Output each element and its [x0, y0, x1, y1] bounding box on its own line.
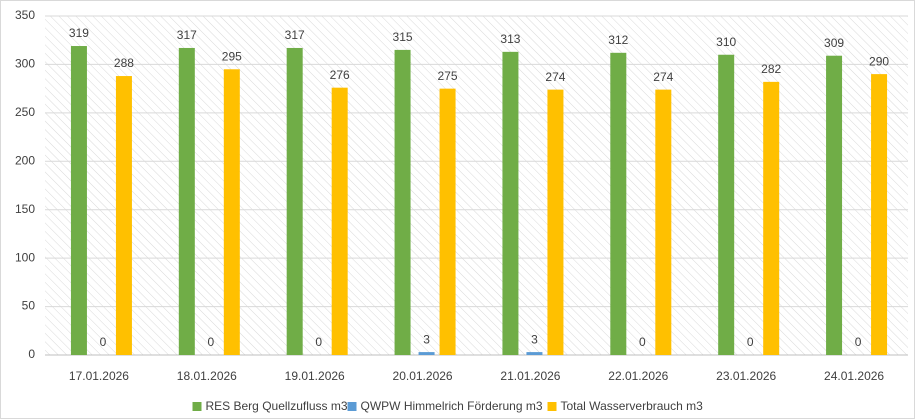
- x-tick-label: 18.01.2026: [177, 369, 237, 383]
- y-tick-label: 100: [15, 250, 35, 264]
- y-tick-label: 300: [15, 57, 35, 71]
- x-tick-label: 20.01.2026: [393, 369, 453, 383]
- x-tick-label: 21.01.2026: [500, 369, 560, 383]
- legend-swatch: [547, 402, 557, 411]
- bar: [655, 89, 672, 356]
- value-label: 309: [824, 36, 844, 50]
- value-label: 274: [653, 70, 673, 84]
- value-label: 313: [500, 32, 520, 46]
- bar: [394, 49, 411, 356]
- value-label: 0: [855, 335, 862, 349]
- legend-swatch: [192, 402, 202, 411]
- bar: [115, 76, 132, 356]
- value-label: 0: [100, 335, 107, 349]
- bar: [526, 352, 543, 355]
- bar: [610, 52, 627, 355]
- legend-label: QWPW Himmelrich Förderung m3: [361, 399, 543, 413]
- x-tick-label: 22.01.2026: [608, 369, 668, 383]
- y-tick-label: 150: [15, 202, 35, 216]
- bar: [418, 352, 435, 355]
- y-tick-label: 50: [22, 299, 36, 313]
- value-label: 0: [315, 335, 322, 349]
- x-tick-label: 19.01.2026: [285, 369, 345, 383]
- bar: [286, 47, 303, 355]
- bar: [718, 54, 735, 355]
- value-label: 312: [608, 33, 628, 47]
- x-tick-label: 24.01.2026: [824, 369, 884, 383]
- value-label: 319: [69, 26, 89, 40]
- bar: [178, 47, 195, 355]
- value-label: 0: [747, 335, 754, 349]
- value-label: 315: [393, 30, 413, 44]
- value-label: 295: [222, 49, 242, 63]
- legend-swatch: [347, 402, 357, 411]
- bar: [70, 46, 87, 355]
- value-label: 282: [761, 62, 781, 76]
- bar: [439, 88, 456, 356]
- value-label: 276: [330, 68, 350, 82]
- value-label: 275: [438, 69, 458, 83]
- value-label: 290: [869, 54, 889, 68]
- x-tick-label: 17.01.2026: [69, 369, 129, 383]
- bar: [763, 81, 780, 355]
- x-tick-label: 23.01.2026: [716, 369, 776, 383]
- bar: [871, 74, 888, 355]
- bar: [826, 55, 843, 356]
- legend-label: RES Berg Quellzufluss m3: [206, 399, 348, 413]
- value-label: 274: [545, 70, 565, 84]
- bar: [547, 89, 564, 356]
- value-label: 317: [285, 28, 305, 42]
- value-label: 317: [177, 28, 197, 42]
- value-label: 288: [114, 56, 134, 70]
- value-label: 3: [423, 332, 430, 346]
- value-label: 3: [531, 332, 538, 346]
- legend-label: Total Wasserverbrauch m3: [561, 399, 704, 413]
- bar: [223, 69, 240, 356]
- value-label: 0: [639, 335, 646, 349]
- value-label: 0: [207, 335, 214, 349]
- y-tick-label: 350: [15, 8, 35, 22]
- value-label: 310: [716, 35, 736, 49]
- bar: [331, 87, 348, 355]
- bar: [502, 51, 519, 355]
- y-tick-label: 250: [15, 105, 35, 119]
- y-tick-label: 0: [28, 347, 35, 361]
- y-tick-label: 200: [15, 153, 35, 167]
